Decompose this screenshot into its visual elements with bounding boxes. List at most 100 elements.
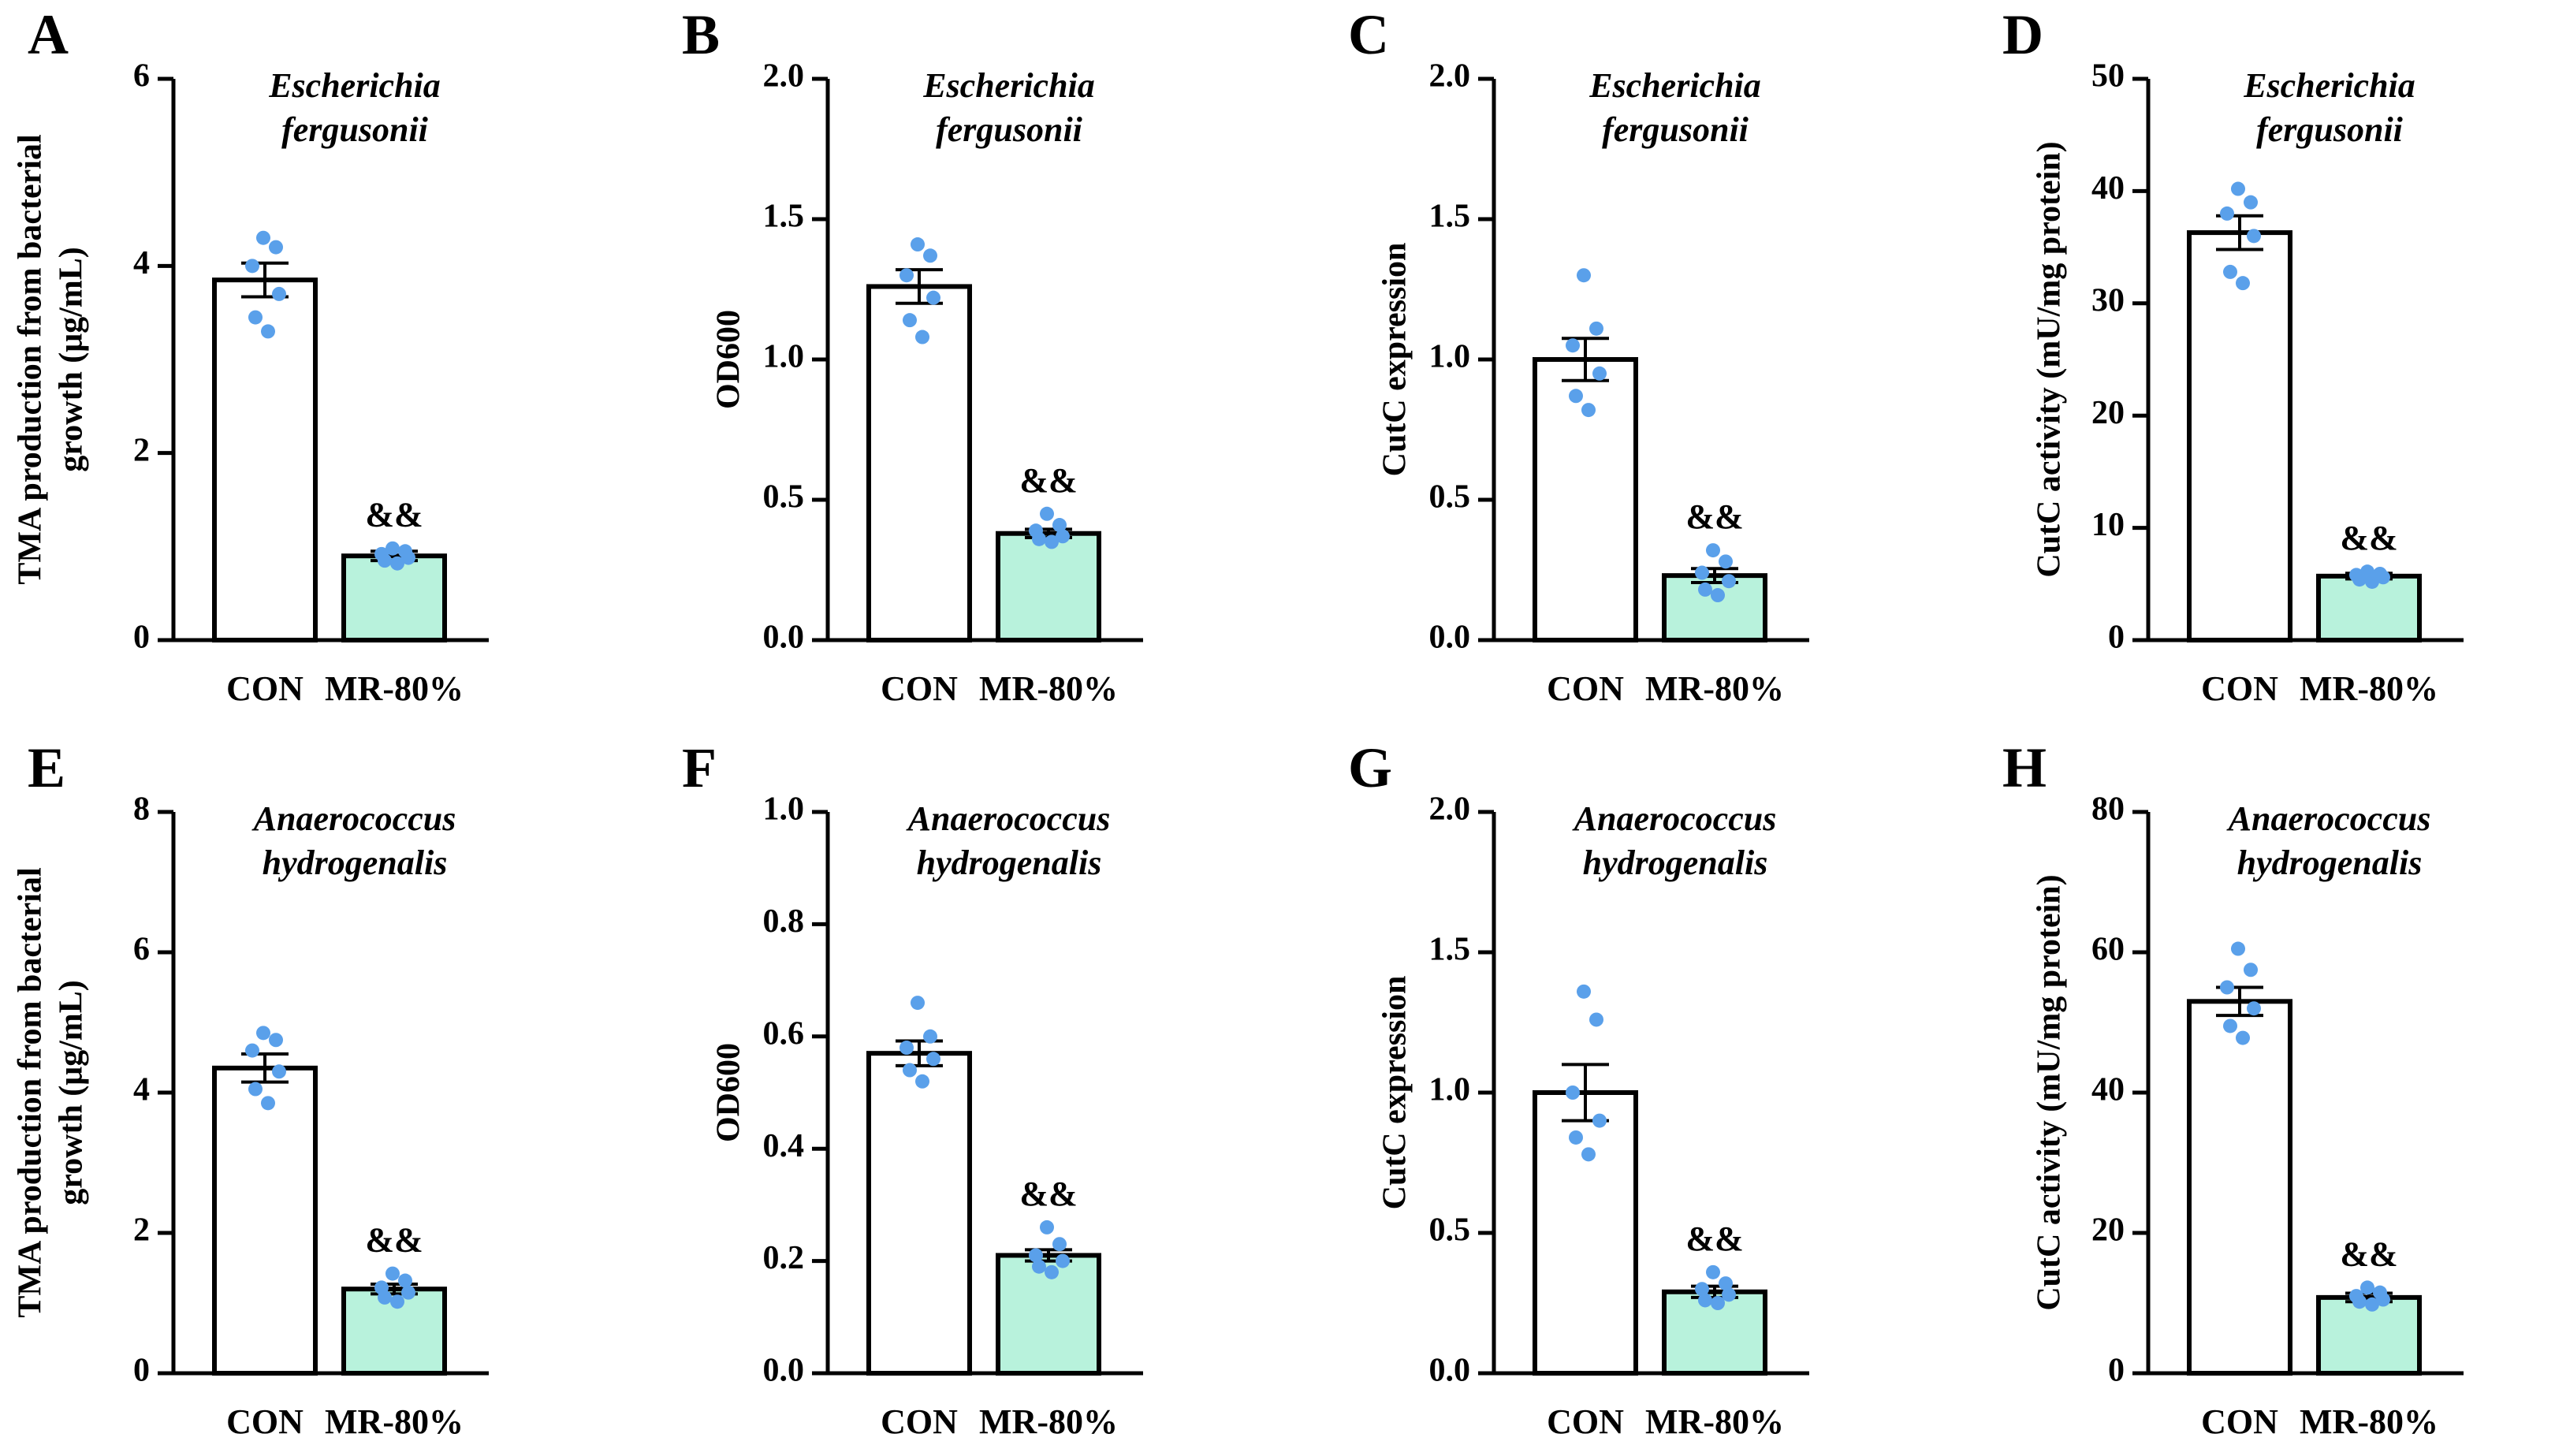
y-tick-label: 2.0 bbox=[763, 58, 805, 95]
data-point bbox=[269, 240, 283, 255]
category-label: MR-80% bbox=[979, 669, 1118, 708]
bar-con bbox=[1533, 357, 1638, 642]
data-point bbox=[1566, 1085, 1580, 1100]
y-tick-label: 2.0 bbox=[1429, 58, 1471, 95]
panel-g: G Anaerococcus hydrogenalis CutC expression… bbox=[1348, 736, 1809, 1441]
category-label: CON bbox=[1547, 1402, 1624, 1441]
panel-letter: D bbox=[2002, 3, 2043, 66]
data-point bbox=[899, 1041, 914, 1056]
y-axis-label-line: growth (μg/mL) bbox=[54, 247, 90, 472]
y-axis-label-line: CutC activity (mU/mg protein) bbox=[2032, 141, 2068, 577]
data-point bbox=[1711, 1296, 1725, 1310]
species-title-line: fergusonii bbox=[1602, 110, 1749, 149]
data-point bbox=[1695, 565, 1709, 580]
significance-annotation: && bbox=[2340, 519, 2397, 557]
data-point bbox=[1056, 1253, 1070, 1268]
data-point bbox=[1698, 582, 1712, 597]
data-point bbox=[1706, 543, 1720, 558]
category-label: MR-80% bbox=[979, 1402, 1118, 1441]
y-tick-label: 1.5 bbox=[1429, 199, 1471, 235]
y-axis-label-line: OD600 bbox=[711, 310, 747, 409]
bar-con bbox=[1533, 1090, 1638, 1376]
data-point bbox=[1722, 1287, 1736, 1302]
bar-con bbox=[866, 1051, 972, 1376]
data-point bbox=[1577, 984, 1591, 999]
data-point bbox=[2365, 574, 2379, 589]
data-point bbox=[1052, 518, 1067, 533]
data-point bbox=[1056, 529, 1070, 544]
y-tick-label: 1.0 bbox=[1429, 1072, 1471, 1108]
species-title-line: hydrogenalis bbox=[917, 843, 1102, 882]
y-tick-label: 6 bbox=[133, 932, 150, 968]
species-title-line: hydrogenalis bbox=[263, 843, 448, 882]
data-point bbox=[1592, 366, 1607, 381]
panel-letter: B bbox=[682, 3, 720, 66]
data-point bbox=[2247, 1001, 2261, 1016]
y-tick-label: 0.0 bbox=[763, 1353, 805, 1389]
y-tick-label: 40 bbox=[2091, 1072, 2125, 1108]
y-tick-label: 1.5 bbox=[1429, 932, 1471, 968]
data-point bbox=[915, 1074, 929, 1089]
data-point bbox=[2244, 195, 2258, 210]
category-label: CON bbox=[226, 669, 304, 708]
y-tick-label: 40 bbox=[2091, 170, 2125, 207]
data-point bbox=[385, 1266, 400, 1281]
species-title-line: Anaerococcus bbox=[1572, 799, 1777, 838]
bar-con bbox=[2187, 230, 2292, 642]
data-point bbox=[2360, 1280, 2374, 1295]
y-tick-label: 0.8 bbox=[763, 903, 805, 940]
y-axis-label-line: TMA production from bacterial bbox=[13, 134, 49, 584]
y-tick-label: 50 bbox=[2091, 58, 2125, 95]
panel-d: D Escherichia fergusonii CutC activity (mU/… bbox=[2002, 3, 2464, 708]
data-point bbox=[923, 248, 937, 263]
y-tick-label: 0.0 bbox=[1429, 620, 1471, 656]
y-tick-label: 0 bbox=[133, 620, 150, 656]
data-point bbox=[2352, 572, 2367, 587]
data-point bbox=[1052, 1237, 1067, 1252]
data-point bbox=[1040, 1220, 1054, 1234]
y-tick-label: 0.2 bbox=[763, 1240, 805, 1276]
data-point bbox=[1032, 1259, 1046, 1274]
species-title-line: fergusonii bbox=[281, 110, 429, 149]
category-label: CON bbox=[226, 1402, 304, 1441]
panel-letter: G bbox=[1348, 736, 1392, 799]
y-axis-label-line: CutC activity (mU/mg protein) bbox=[2032, 874, 2068, 1310]
y-tick-label: 1.5 bbox=[763, 199, 805, 235]
category-label: MR-80% bbox=[1645, 669, 1784, 708]
data-point bbox=[1722, 574, 1736, 589]
data-point bbox=[390, 1294, 404, 1309]
data-point bbox=[2352, 1294, 2367, 1309]
data-point bbox=[2223, 264, 2237, 279]
species-title-line: fergusonii bbox=[2256, 110, 2404, 149]
data-point bbox=[1569, 389, 1583, 404]
y-tick-label: 0.0 bbox=[763, 620, 805, 656]
data-point bbox=[378, 1290, 392, 1305]
y-tick-label: 1.0 bbox=[1429, 339, 1471, 375]
species-title-line: Escherichia bbox=[268, 66, 441, 105]
data-point bbox=[261, 1096, 275, 1111]
data-point bbox=[2376, 1292, 2390, 1307]
y-tick-label: 30 bbox=[2091, 282, 2125, 318]
data-point bbox=[911, 237, 925, 252]
significance-annotation: && bbox=[1685, 497, 1743, 536]
category-label: CON bbox=[2201, 1402, 2278, 1441]
data-point bbox=[1589, 321, 1603, 336]
data-point bbox=[1706, 1264, 1720, 1279]
data-point bbox=[398, 1273, 412, 1288]
data-point bbox=[248, 1082, 263, 1097]
panel-letter: C bbox=[1348, 3, 1389, 66]
y-tick-label: 10 bbox=[2091, 507, 2125, 543]
species-title-line: Escherichia bbox=[1588, 66, 1761, 105]
panel-f: F Anaerococcus hydrogenalis OD600 0.0 0.2 0.4 0… bbox=[682, 736, 1143, 1441]
species-title-line: hydrogenalis bbox=[2237, 843, 2423, 882]
y-tick-label: 2 bbox=[133, 432, 150, 468]
y-tick-label: 2 bbox=[133, 1212, 150, 1249]
significance-annotation: && bbox=[1685, 1220, 1743, 1258]
category-label: CON bbox=[881, 669, 958, 708]
species-title-line: Anaerococcus bbox=[251, 799, 456, 838]
data-point bbox=[1029, 1248, 1043, 1263]
y-tick-label: 0.6 bbox=[763, 1015, 805, 1052]
bar-con bbox=[212, 1065, 318, 1376]
data-point bbox=[2247, 229, 2261, 244]
y-axis-label-line: CutC expression bbox=[1377, 243, 1413, 477]
